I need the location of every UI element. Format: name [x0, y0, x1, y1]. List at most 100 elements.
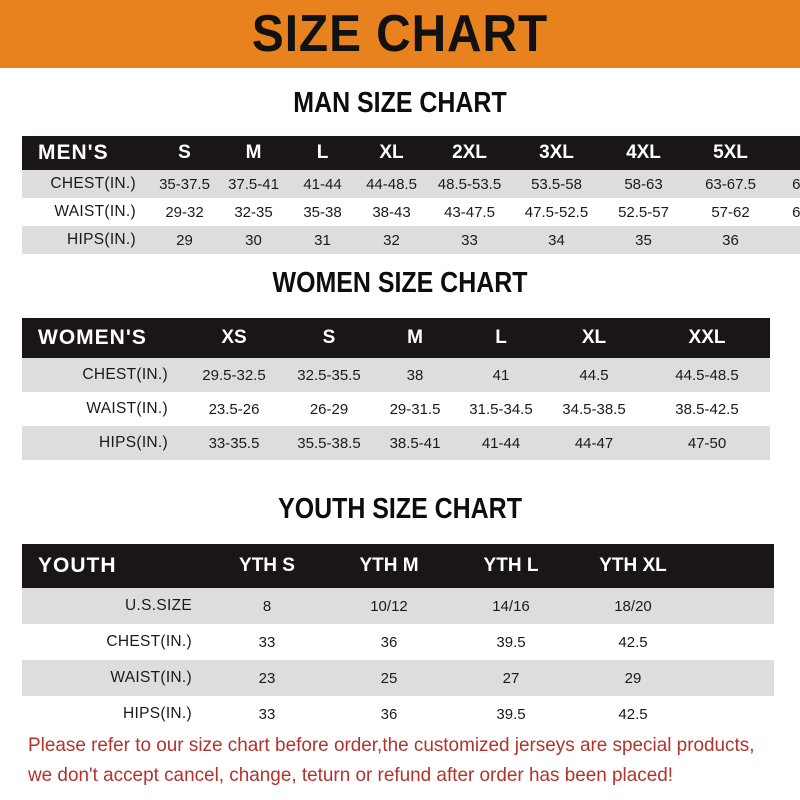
youth-row-spacer — [694, 624, 774, 660]
man-size-header-3xl: 3XL — [513, 136, 600, 170]
man-size-header-4xl: 4XL — [600, 136, 687, 170]
man-hips-2xl: 33 — [426, 226, 513, 254]
women-size-header-xxl: XXL — [644, 318, 770, 358]
youth-us-size-m: 10/12 — [328, 588, 450, 624]
man-chest-2xl: 48.5-53.5 — [426, 170, 513, 198]
man-size-table: MEN'S S M L XL 2XL 3XL 4XL 5XL 6XL CHEST… — [22, 136, 800, 254]
women-section-title: WOMEN SIZE CHART — [272, 267, 528, 299]
table-row: U.S.SIZE 8 10/12 14/16 18/20 — [22, 588, 774, 624]
youth-hips-xl: 42.5 — [572, 696, 694, 732]
youth-row-label-chest: CHEST(IN.) — [22, 624, 206, 660]
women-waist-l: 31.5-34.5 — [458, 392, 544, 426]
table-row: HIPS(IN.) 33 36 39.5 42.5 — [22, 696, 774, 732]
youth-chest-l: 39.5 — [450, 624, 572, 660]
youth-waist-s: 23 — [206, 660, 328, 696]
man-size-header-5xl: 5XL — [687, 136, 774, 170]
women-corner-label: WOMEN'S — [22, 318, 182, 358]
women-chest-m: 38 — [372, 358, 458, 392]
women-size-header-s: S — [286, 318, 372, 358]
man-row-label-hips: HIPS(IN.) — [22, 226, 150, 254]
youth-size-table: YOUTH YTH S YTH M YTH L YTH XL U.S.SIZE … — [22, 544, 774, 732]
women-hips-m: 38.5-41 — [372, 426, 458, 460]
man-hips-4xl: 35 — [600, 226, 687, 254]
man-hips-5xl: 36 — [687, 226, 774, 254]
table-row: HIPS(IN.) 29 30 31 32 33 34 35 36 37 — [22, 226, 800, 254]
page-title: SIZE CHART — [251, 5, 549, 63]
women-size-header-l: L — [458, 318, 544, 358]
man-row-label-waist: WAIST(IN.) — [22, 198, 150, 226]
women-hips-xl: 44-47 — [544, 426, 644, 460]
man-waist-5xl: 57-62 — [687, 198, 774, 226]
youth-header-spacer — [694, 544, 774, 588]
man-corner-label: MEN'S — [22, 136, 150, 170]
man-chest-5xl: 63-67.5 — [687, 170, 774, 198]
youth-chest-xl: 42.5 — [572, 624, 694, 660]
women-row-label-chest: CHEST(IN.) — [22, 358, 182, 392]
table-row: CHEST(IN.) 33 36 39.5 42.5 — [22, 624, 774, 660]
man-size-header-m: M — [219, 136, 288, 170]
youth-us-size-l: 14/16 — [450, 588, 572, 624]
man-waist-3xl: 47.5-52.5 — [513, 198, 600, 226]
man-chest-3xl: 53.5-58 — [513, 170, 600, 198]
man-chest-l: 41-44 — [288, 170, 357, 198]
youth-chest-s: 33 — [206, 624, 328, 660]
youth-row-spacer — [694, 696, 774, 732]
man-section-title: MAN SIZE CHART — [293, 87, 507, 119]
women-hips-s: 35.5-38.5 — [286, 426, 372, 460]
man-hips-s: 29 — [150, 226, 219, 254]
women-waist-xs: 23.5-26 — [182, 392, 286, 426]
women-chest-l: 41 — [458, 358, 544, 392]
women-waist-xxl: 38.5-42.5 — [644, 392, 770, 426]
women-waist-xl: 34.5-38.5 — [544, 392, 644, 426]
man-waist-s: 29-32 — [150, 198, 219, 226]
women-size-header-xs: XS — [182, 318, 286, 358]
man-hips-xl: 32 — [357, 226, 426, 254]
youth-header-row: YOUTH YTH S YTH M YTH L YTH XL — [22, 544, 774, 588]
man-size-header-xl: XL — [357, 136, 426, 170]
man-hips-6xl: 37 — [774, 226, 800, 254]
women-row-label-hips: HIPS(IN.) — [22, 426, 182, 460]
man-size-header-s: S — [150, 136, 219, 170]
man-waist-6xl: 62-66.5 — [774, 198, 800, 226]
man-waist-m: 32-35 — [219, 198, 288, 226]
order-policy-notice: Please refer to our size chart before or… — [28, 730, 757, 790]
youth-waist-m: 25 — [328, 660, 450, 696]
table-row: CHEST(IN.) 29.5-32.5 32.5-35.5 38 41 44.… — [22, 358, 770, 392]
youth-waist-xl: 29 — [572, 660, 694, 696]
youth-row-label-hips: HIPS(IN.) — [22, 696, 206, 732]
women-chest-xxl: 44.5-48.5 — [644, 358, 770, 392]
man-chest-4xl: 58-63 — [600, 170, 687, 198]
youth-hips-s: 33 — [206, 696, 328, 732]
youth-row-label-us-size: U.S.SIZE — [22, 588, 206, 624]
size-chart-banner: SIZE CHART — [0, 0, 800, 68]
women-chest-s: 32.5-35.5 — [286, 358, 372, 392]
youth-us-size-s: 8 — [206, 588, 328, 624]
women-size-table: WOMEN'S XS S M L XL XXL CHEST(IN.) 29.5-… — [22, 318, 770, 460]
youth-corner-label: YOUTH — [22, 544, 206, 588]
man-waist-l: 35-38 — [288, 198, 357, 226]
man-size-header-6xl: 6XL — [774, 136, 800, 170]
youth-size-header-l: YTH L — [450, 544, 572, 588]
man-chest-s: 35-37.5 — [150, 170, 219, 198]
man-chest-6xl: 67.5-72 — [774, 170, 800, 198]
table-row: HIPS(IN.) 33-35.5 35.5-38.5 38.5-41 41-4… — [22, 426, 770, 460]
order-policy-line-1: Please refer to our size chart before or… — [28, 734, 755, 756]
man-chest-m: 37.5-41 — [219, 170, 288, 198]
women-size-header-xl: XL — [544, 318, 644, 358]
youth-hips-m: 36 — [328, 696, 450, 732]
man-waist-xl: 38-43 — [357, 198, 426, 226]
women-size-header-m: M — [372, 318, 458, 358]
man-row-label-chest: CHEST(IN.) — [22, 170, 150, 198]
women-hips-l: 41-44 — [458, 426, 544, 460]
man-hips-l: 31 — [288, 226, 357, 254]
table-row: CHEST(IN.) 35-37.5 37.5-41 41-44 44-48.5… — [22, 170, 800, 198]
youth-size-header-s: YTH S — [206, 544, 328, 588]
women-header-row: WOMEN'S XS S M L XL XXL — [22, 318, 770, 358]
man-size-header-l: L — [288, 136, 357, 170]
youth-section-title: YOUTH SIZE CHART — [278, 493, 522, 525]
man-size-header-2xl: 2XL — [426, 136, 513, 170]
youth-row-spacer — [694, 588, 774, 624]
man-waist-2xl: 43-47.5 — [426, 198, 513, 226]
man-header-row: MEN'S S M L XL 2XL 3XL 4XL 5XL 6XL — [22, 136, 800, 170]
women-hips-xs: 33-35.5 — [182, 426, 286, 460]
